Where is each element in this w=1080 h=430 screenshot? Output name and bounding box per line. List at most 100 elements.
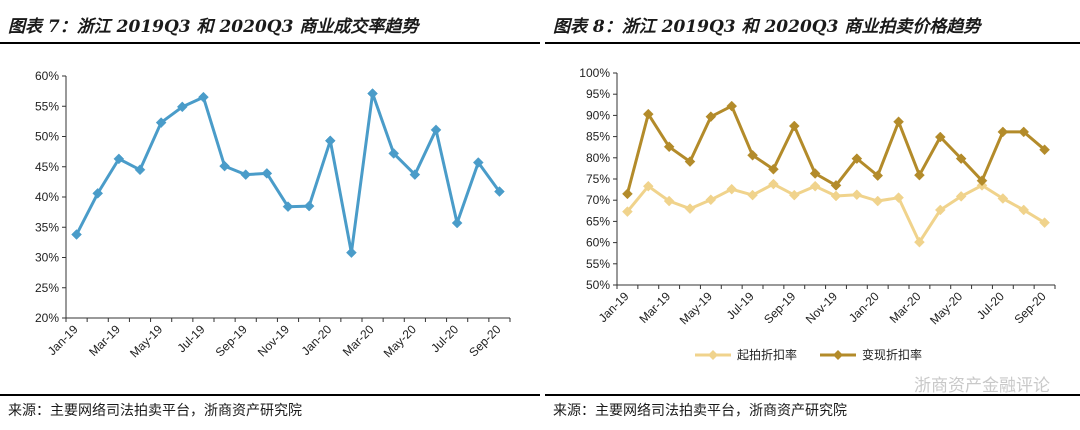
data-point bbox=[261, 168, 273, 179]
x-tick-label: Sep-20 bbox=[1011, 289, 1048, 326]
data-point bbox=[872, 170, 884, 181]
chart-8-title: 图表 8：浙江 2019Q3 和 2020Q3 商业拍卖价格趋势 bbox=[553, 17, 981, 37]
data-point bbox=[747, 189, 758, 201]
data-point bbox=[705, 194, 717, 206]
legend-label: 变现折扣率 bbox=[862, 347, 922, 362]
y-tick-label: 45% bbox=[35, 160, 59, 174]
data-point bbox=[997, 126, 1009, 138]
data-point bbox=[768, 178, 779, 190]
x-tick-label: Jul-19 bbox=[724, 289, 757, 322]
data-point bbox=[1039, 144, 1050, 156]
top-rule bbox=[0, 42, 540, 44]
x-tick-label: Jan-19 bbox=[596, 289, 632, 325]
legend-label: 起拍折扣率 bbox=[737, 347, 797, 362]
data-point bbox=[705, 111, 717, 123]
y-tick-label: 95% bbox=[586, 87, 610, 101]
data-point bbox=[726, 100, 738, 112]
x-tick-label: Jul-20 bbox=[974, 289, 1007, 322]
data-point bbox=[622, 188, 633, 200]
data-point bbox=[768, 163, 779, 175]
data-point bbox=[893, 116, 904, 128]
data-point bbox=[663, 141, 675, 153]
data-point bbox=[893, 192, 904, 204]
y-tick-label: 55% bbox=[586, 257, 610, 271]
bottom-rule bbox=[0, 394, 540, 396]
data-point bbox=[872, 195, 884, 207]
x-tick-label: Sep-19 bbox=[761, 289, 798, 326]
data-point bbox=[1018, 126, 1030, 138]
x-tick-label: May-19 bbox=[677, 289, 715, 327]
data-point bbox=[684, 156, 696, 167]
data-point bbox=[388, 148, 400, 159]
legend-swatch-marker bbox=[833, 350, 843, 360]
data-point bbox=[1039, 217, 1050, 229]
x-tick-label: Jan-20 bbox=[846, 289, 882, 325]
data-point bbox=[622, 206, 633, 218]
right-chart-panel: 图表 8：浙江 2019Q3 和 2020Q3 商业拍卖价格趋势 50% 55% 6… bbox=[545, 0, 1080, 430]
y-tick-label: 70% bbox=[586, 193, 610, 207]
data-point bbox=[472, 157, 484, 168]
data-point bbox=[198, 91, 209, 103]
data-point bbox=[1018, 204, 1030, 216]
legend-swatch-marker bbox=[708, 350, 718, 360]
data-point bbox=[642, 108, 654, 120]
data-point bbox=[92, 188, 104, 199]
data-point bbox=[914, 236, 925, 248]
data-point bbox=[430, 124, 442, 136]
data-point bbox=[663, 195, 675, 207]
x-tick-label: May-19 bbox=[127, 322, 165, 360]
y-tick-label: 35% bbox=[35, 220, 59, 234]
data-point bbox=[451, 217, 463, 229]
y-tick-label: 90% bbox=[586, 108, 610, 122]
x-tick-label: Sep-19 bbox=[213, 322, 250, 359]
x-tick-label: Mar-19 bbox=[636, 289, 673, 326]
data-point bbox=[219, 160, 230, 172]
data-point bbox=[976, 175, 988, 187]
y-tick-label: 60% bbox=[35, 69, 59, 83]
y-tick-label: 30% bbox=[35, 251, 59, 265]
data-point bbox=[934, 131, 946, 143]
data-point bbox=[324, 135, 336, 147]
x-tick-label: Sep-20 bbox=[466, 322, 503, 359]
data-point bbox=[282, 201, 294, 213]
data-point bbox=[71, 229, 82, 240]
y-tick-label: 60% bbox=[586, 236, 610, 250]
chart-7-title: 图表 7：浙江 2019Q3 和 2020Q3 商业成交率趋势 bbox=[8, 17, 419, 37]
data-point bbox=[134, 164, 146, 176]
data-point bbox=[914, 169, 925, 181]
data-point bbox=[747, 149, 758, 161]
data-point bbox=[642, 180, 654, 192]
left-chart-panel: 图表 7：浙江 2019Q3 和 2020Q3 商业成交率趋势 20% 25% 30… bbox=[0, 17, 540, 419]
data-point bbox=[851, 189, 863, 201]
x-tick-label: Jan-19 bbox=[45, 322, 81, 358]
data-point bbox=[809, 180, 821, 192]
y-tick-label: 40% bbox=[35, 190, 59, 204]
data-point bbox=[955, 191, 967, 202]
chart-7-source: 来源：主要网络司法拍卖平台，浙商资产研究院 bbox=[8, 403, 302, 419]
x-tick-label: Mar-20 bbox=[340, 322, 377, 359]
y-tick-label: 80% bbox=[586, 151, 610, 165]
data-point bbox=[494, 186, 505, 197]
data-point bbox=[788, 189, 800, 201]
data-point bbox=[303, 200, 315, 212]
data-point bbox=[934, 204, 946, 216]
data-point bbox=[367, 88, 378, 99]
data-point bbox=[155, 117, 167, 128]
x-tick-label: Nov-19 bbox=[803, 289, 840, 326]
bottom-rule bbox=[545, 394, 1080, 396]
x-tick-label: Jul-19 bbox=[175, 322, 208, 355]
data-point bbox=[409, 169, 421, 180]
data-point bbox=[955, 153, 967, 165]
data-point bbox=[809, 168, 821, 179]
chart-8-source: 来源：主要网络司法拍卖平台，浙商资产研究院 bbox=[553, 403, 847, 419]
data-point bbox=[240, 169, 252, 180]
chart-7-svg: 20%25%30%35%40%45%50%55%60%Jan-19 Mar-19 M… bbox=[35, 69, 511, 360]
top-rule bbox=[545, 42, 1080, 44]
y-tick-label: 25% bbox=[35, 281, 59, 295]
x-tick-label: Mar-20 bbox=[887, 289, 924, 326]
data-point bbox=[684, 203, 696, 215]
data-point bbox=[346, 247, 357, 259]
data-point bbox=[997, 193, 1009, 204]
data-point bbox=[113, 153, 125, 165]
y-tick-label: 50% bbox=[586, 278, 610, 292]
